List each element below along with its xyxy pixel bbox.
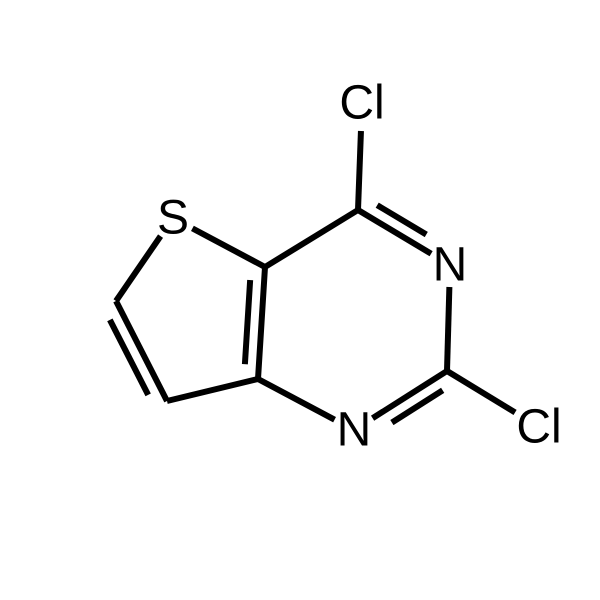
atom-label-cl6: Cl (516, 401, 561, 454)
bond-C7a-C4 (265, 210, 358, 267)
bond-C6-Cl6 (447, 371, 515, 412)
bond-C4-N5-inner (377, 205, 426, 234)
bond-C3a-C7a-inner (245, 280, 250, 364)
bond-N7-C3a (258, 379, 335, 420)
bond-C2-C3a (167, 379, 258, 401)
atom-label-n5: N (433, 239, 468, 292)
bond-C7a-S (192, 228, 265, 267)
bond-N5-C6 (447, 287, 449, 371)
atom-label-s: S (157, 192, 189, 245)
atom-label-cl4: Cl (339, 77, 384, 130)
atom-label-n7: N (337, 404, 372, 457)
bond-C4-Cl4 (358, 131, 361, 210)
bond-S-C1 (116, 236, 161, 301)
bond-C3a-C7a (258, 267, 265, 379)
molecule-diagram: S N N Cl Cl (0, 0, 600, 600)
bond-C6-N7-inner (392, 390, 443, 422)
